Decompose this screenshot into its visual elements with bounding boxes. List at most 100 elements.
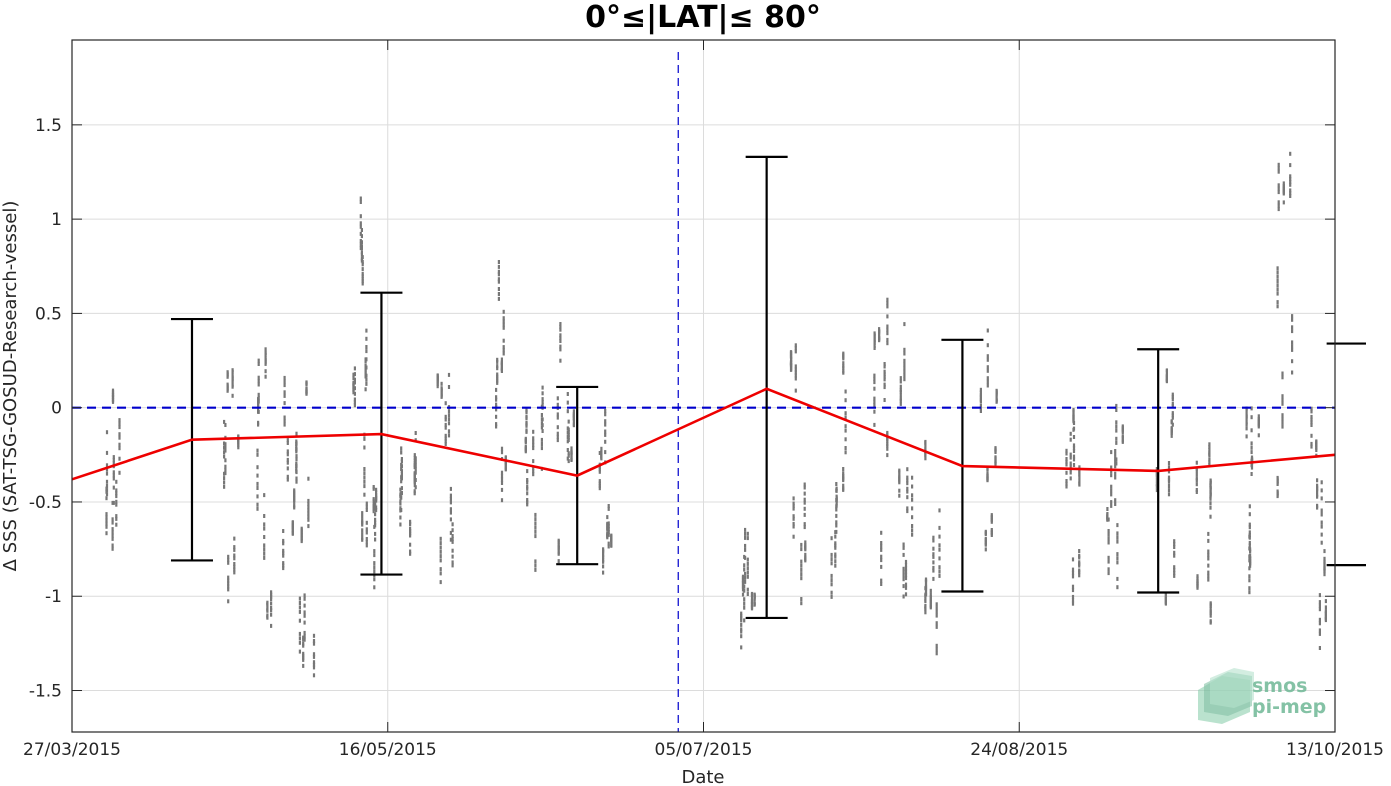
scatter-point bbox=[399, 501, 402, 506]
scatter-point bbox=[1248, 590, 1251, 595]
scatter-point bbox=[938, 543, 941, 548]
scatter-point bbox=[298, 596, 301, 601]
scatter-point bbox=[994, 461, 997, 466]
scatter-point bbox=[1207, 563, 1210, 568]
scatter-point bbox=[911, 532, 914, 537]
scatter-point bbox=[835, 523, 838, 528]
scatter-point bbox=[1209, 606, 1212, 611]
scatter-point bbox=[365, 336, 368, 341]
scatter-point bbox=[1310, 417, 1313, 422]
scatter-point bbox=[504, 455, 507, 460]
scatter-point bbox=[1069, 431, 1072, 436]
scatter-point bbox=[883, 362, 886, 366]
scatter-point bbox=[886, 327, 889, 332]
scatter-point bbox=[496, 364, 499, 369]
scatter-point bbox=[295, 457, 298, 462]
scatter-point bbox=[532, 429, 535, 434]
scatter-point bbox=[305, 380, 308, 385]
scatter-point bbox=[372, 497, 375, 502]
scatter-point bbox=[932, 552, 935, 557]
scatter-point bbox=[906, 495, 909, 500]
scatter-point bbox=[606, 535, 609, 540]
scatter-point bbox=[223, 441, 226, 446]
scatter-point bbox=[792, 534, 795, 539]
scatter-point bbox=[105, 489, 108, 494]
scatter-point bbox=[1116, 552, 1119, 557]
mean-line-series bbox=[71, 387, 1336, 481]
scatter-point bbox=[353, 372, 356, 377]
scatter-point bbox=[604, 412, 607, 417]
scatter-point bbox=[1209, 481, 1212, 486]
scatter-point bbox=[834, 563, 837, 568]
scatter-point bbox=[497, 277, 500, 282]
scatter-point bbox=[1318, 593, 1321, 598]
scatter-point bbox=[1065, 459, 1068, 464]
scatter-point bbox=[1072, 412, 1075, 417]
scatter-point bbox=[741, 587, 745, 592]
scatter-point bbox=[264, 369, 267, 374]
scatter-point bbox=[835, 498, 838, 502]
scatter-point bbox=[743, 618, 746, 623]
scatter-point bbox=[556, 431, 559, 436]
scatter-point bbox=[375, 487, 378, 492]
scatter-point bbox=[361, 262, 364, 267]
scatter-point bbox=[1115, 436, 1118, 441]
scatter-point bbox=[440, 381, 443, 386]
scatter-point bbox=[607, 504, 610, 508]
scatter-point bbox=[935, 643, 938, 648]
scatter-point bbox=[979, 390, 982, 395]
chart-title: 0°≤|LAT|≤ 80° bbox=[585, 0, 821, 35]
scatter-point bbox=[1245, 426, 1248, 431]
scatter-point bbox=[1110, 500, 1113, 505]
scatter-point bbox=[439, 558, 442, 563]
scatter-point bbox=[600, 456, 603, 461]
scatter-point bbox=[439, 541, 442, 546]
scatter-point bbox=[559, 358, 562, 363]
scatter-point bbox=[291, 531, 294, 536]
scatter-point bbox=[1078, 563, 1081, 568]
scatter-point bbox=[1291, 340, 1294, 345]
scatter-point bbox=[447, 417, 451, 422]
scatter-point bbox=[792, 524, 795, 529]
scatter-point bbox=[886, 297, 889, 302]
scatter-point bbox=[929, 592, 932, 597]
scatter-point bbox=[263, 535, 266, 539]
scatter-point bbox=[307, 524, 310, 529]
scatter-point bbox=[373, 565, 376, 570]
scatter-point bbox=[1209, 601, 1212, 606]
scatter-point bbox=[886, 446, 889, 451]
scatter-point bbox=[744, 571, 747, 576]
scatter-point bbox=[598, 486, 601, 491]
scatter-point bbox=[409, 549, 412, 554]
scatter-point bbox=[227, 557, 230, 562]
scatter-point bbox=[500, 369, 503, 373]
scatter-point bbox=[500, 498, 504, 503]
scatter-point bbox=[105, 479, 109, 484]
scatter-point bbox=[1106, 517, 1109, 522]
scatter-point bbox=[363, 475, 366, 480]
scatter-point bbox=[373, 553, 376, 558]
scatter-point bbox=[938, 508, 941, 513]
scatter-point bbox=[906, 467, 909, 472]
scatter-point bbox=[1207, 553, 1210, 557]
scatter-point bbox=[111, 530, 114, 535]
scatter-point bbox=[1277, 207, 1280, 212]
scatter-point bbox=[233, 547, 236, 552]
scatter-point bbox=[1318, 631, 1321, 636]
scatter-point bbox=[447, 372, 451, 377]
scatter-point bbox=[227, 554, 230, 559]
scatter-point bbox=[413, 453, 416, 458]
scatter-point bbox=[1167, 469, 1171, 474]
scatter-point bbox=[224, 467, 227, 472]
scatter-point bbox=[800, 572, 803, 577]
scatter-point bbox=[298, 605, 301, 610]
scatter-point bbox=[409, 531, 412, 536]
scatter-point bbox=[606, 521, 609, 526]
scatter-point bbox=[1171, 401, 1174, 406]
scatter-point bbox=[413, 491, 416, 496]
scatter-point bbox=[995, 399, 998, 404]
scatter-point bbox=[303, 613, 306, 618]
scatter-point bbox=[295, 476, 298, 481]
scatter-point bbox=[303, 620, 306, 625]
scatter-point bbox=[111, 543, 114, 548]
